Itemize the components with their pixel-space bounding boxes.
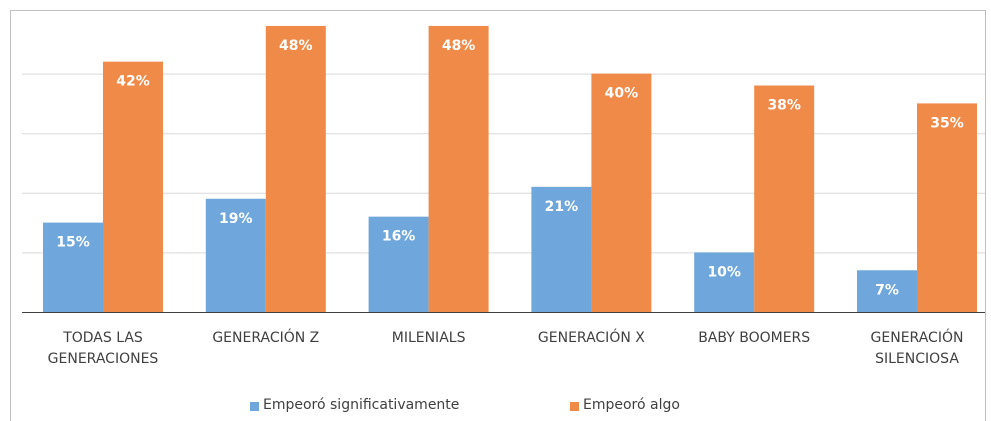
bar — [368, 216, 429, 312]
value-label: 16% — [382, 229, 416, 245]
bar — [103, 61, 163, 313]
value-label: 48% — [279, 38, 313, 54]
x-tick-label: MILENIALS — [391, 330, 466, 346]
bar — [205, 198, 266, 312]
bar — [531, 186, 592, 312]
x-tick-label: TODAS LAS GENERACIONES — [47, 330, 159, 367]
value-label: 19% — [219, 211, 253, 227]
bar — [694, 252, 755, 312]
x-tick-label: GENERACIÓN SILENCIOSA — [870, 330, 964, 367]
value-label: 10% — [707, 264, 741, 280]
value-label: 7% — [875, 282, 899, 298]
x-tick-label: GENERACIÓN Z — [212, 330, 320, 346]
bar — [917, 103, 977, 313]
value-label: 35% — [930, 115, 964, 131]
bar — [754, 85, 815, 313]
bar — [857, 270, 917, 312]
bar — [591, 73, 652, 312]
legend-swatch — [250, 402, 259, 411]
x-tick-label: BABY BOOMERS — [698, 330, 811, 346]
bar — [43, 222, 103, 312]
x-tick-label: GENERACIÓN X — [537, 330, 645, 346]
value-label: 40% — [605, 86, 639, 102]
value-label: 48% — [442, 38, 476, 54]
legend-label: Empeoró algo — [583, 397, 680, 413]
value-label: 15% — [56, 235, 90, 251]
value-label: 21% — [545, 199, 579, 215]
legend-label: Empeoró significativamente — [263, 397, 460, 413]
frame — [10, 10, 986, 421]
legend-swatch — [570, 402, 579, 411]
bar — [265, 25, 326, 312]
value-label: 38% — [767, 98, 801, 114]
value-label: 42% — [116, 74, 150, 90]
bar — [428, 25, 489, 312]
